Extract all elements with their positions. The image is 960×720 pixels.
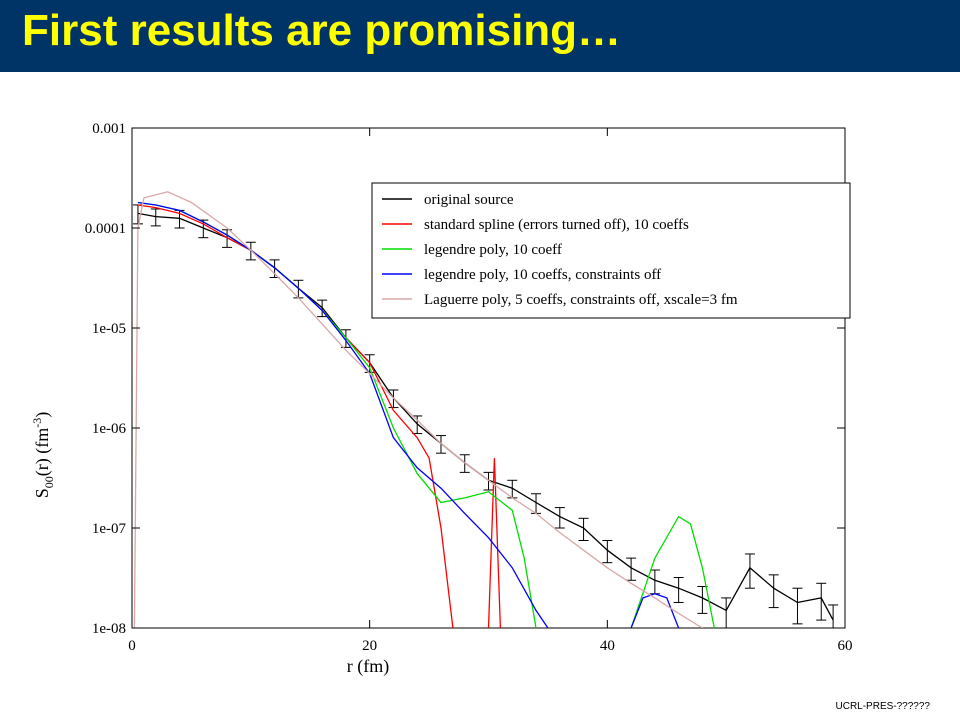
y-label-part: (r) (fm [32,428,53,476]
error-bar [578,517,589,541]
error-bar [673,576,684,603]
y-tick-label: 0.0001 [85,221,126,237]
legend-label: legendre poly, 10 coeff [424,242,562,258]
error-bar [721,597,732,628]
error-bar [792,587,803,625]
slide-title: First results are promising… [22,6,622,55]
error-bar [626,557,637,581]
legend-label: legendre poly, 10 coeffs, constraints of… [424,267,661,283]
title-bar [0,0,960,72]
x-tick-label: 40 [600,638,615,654]
legend-box [371,182,851,319]
y-tick-label: 1e-07 [92,521,127,537]
error-bar [459,454,470,473]
error-bar [768,574,779,609]
y-tick-label: 1e-06 [92,421,127,437]
x-tick-label: 60 [838,638,853,654]
error-bar [435,435,446,454]
error-bar [483,471,494,491]
footer-id: UCRL-PRES-?????? [835,701,931,712]
plot-area [132,191,839,628]
y-tick-label: 1e-05 [92,321,126,337]
x-tick-label: 0 [128,638,136,654]
legend-label: original source [424,192,514,208]
y-axis-label: S00(r) (fm-3) [30,412,56,499]
error-bar [293,279,304,299]
x-axis-label: r (fm) [347,656,389,677]
series-line [133,191,703,628]
x-tick-label: 20 [362,638,377,654]
error-bar [269,259,280,278]
legend-label: standard spline (errors turned off), 10 … [424,217,689,233]
error-bar [744,553,755,589]
y-label-part: 00 [42,476,56,488]
error-bar [602,539,613,564]
y-label-part: ) [32,412,53,418]
error-bar [554,507,565,529]
error-bar [816,582,827,621]
error-bar [828,604,839,628]
y-label-part: S [32,488,52,498]
legend-label: Laguerre poly, 5 coeffs, constraints off… [424,292,738,308]
error-bar [317,299,328,318]
y-tick-label: 1e-08 [92,621,126,637]
error-bar [222,229,233,248]
error-bar [412,415,423,435]
y-label-part: -3 [30,418,44,428]
y-tick-label: 0.001 [92,121,126,137]
